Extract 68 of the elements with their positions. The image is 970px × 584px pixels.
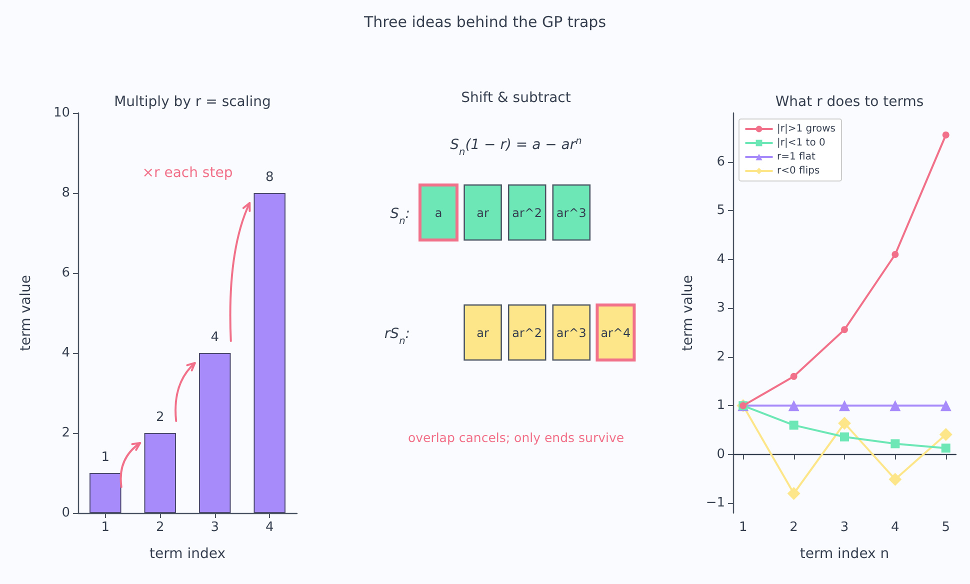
x-tick-label: 5 <box>942 520 950 535</box>
term-tile: ar^3 <box>552 304 591 361</box>
x-tick-label: 4 <box>891 520 900 535</box>
y-tick-label: 6 <box>716 154 725 170</box>
legend-label: r<0 flips <box>777 166 820 176</box>
point <box>789 420 798 430</box>
point <box>892 250 899 258</box>
point <box>841 326 848 334</box>
x-tick-label: 2 <box>156 520 164 535</box>
y-axis-title: term value <box>680 275 696 351</box>
y-tick-label: 4 <box>716 252 725 267</box>
point <box>839 400 850 412</box>
point <box>890 439 900 448</box>
y-axis-title: term value <box>18 275 34 351</box>
x-tick-label: 3 <box>840 520 849 535</box>
y-tick-label: −1 <box>706 496 725 511</box>
point <box>790 372 798 380</box>
term-tile: ar <box>464 304 502 361</box>
text: S$_{n}$: <box>390 206 410 226</box>
chart-title: What r does to terms <box>775 94 924 110</box>
y-tick-label: 0 <box>716 446 725 462</box>
x-tick-label: 1 <box>738 520 748 535</box>
text: Shift & subtract <box>461 90 572 106</box>
term-tile: ar^4 <box>596 304 636 362</box>
text: overlap cancels; only ends survive <box>408 430 624 445</box>
term-tile: ar^3 <box>552 184 591 241</box>
point <box>941 444 950 453</box>
y-tick-label: 5 <box>716 203 725 218</box>
data-label: 8 <box>265 170 274 185</box>
text: rS$_{n}$: <box>384 326 410 346</box>
text: S$_{n}$(1 − r) = a − ar$^{n}$ <box>450 136 582 158</box>
y-tick-label: 4 <box>62 346 70 360</box>
y-tick-label: 10 <box>53 106 70 120</box>
x-axis-title: term index <box>149 546 226 562</box>
point <box>942 131 950 138</box>
term-tile: ar^2 <box>508 184 546 241</box>
y-tick-label: 6 <box>62 266 70 280</box>
legend-label: |r|<1 to 0 <box>777 138 826 148</box>
legend-label: r=1 flat <box>777 152 816 162</box>
annotation: ×r each step <box>142 165 233 181</box>
term-tile: a <box>418 184 458 242</box>
term-tile: ar <box>464 184 502 241</box>
y-tick-label: 8 <box>62 186 70 200</box>
text: Three ideas behind the GP traps <box>362 13 606 31</box>
y-tick-label: 3 <box>716 300 725 316</box>
x-tick-label: 1 <box>101 520 110 535</box>
point <box>888 472 902 486</box>
point <box>788 400 800 412</box>
point <box>939 428 952 441</box>
x-axis-title: term index n <box>800 546 890 562</box>
y-tick-label: 1 <box>716 398 725 414</box>
x-tick-label: 2 <box>790 520 798 535</box>
data-label: 2 <box>156 410 164 425</box>
legend-label: |r|>1 grows <box>777 124 836 134</box>
y-tick-label: 2 <box>62 426 70 440</box>
y-tick-label: 0 <box>62 506 70 520</box>
y-tick-label: 2 <box>716 349 725 364</box>
point <box>840 432 849 442</box>
point <box>890 400 901 412</box>
term-tile: ar^2 <box>508 304 546 361</box>
point <box>787 486 800 500</box>
data-label: 4 <box>210 330 220 345</box>
point <box>838 416 851 430</box>
chart-title: Multiply by r = scaling <box>114 94 271 110</box>
point <box>940 400 952 412</box>
data-label: 1 <box>101 450 110 465</box>
x-tick-label: 3 <box>210 520 220 535</box>
x-tick-label: 4 <box>265 520 274 535</box>
